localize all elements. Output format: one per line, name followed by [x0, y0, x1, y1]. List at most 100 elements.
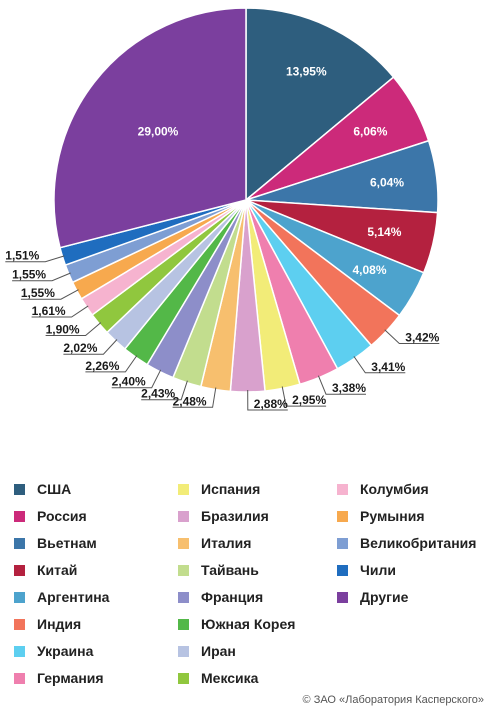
- legend-item-france: Франция: [178, 588, 263, 606]
- leader-line-iran: [63, 339, 118, 355]
- legend-swatch-chile: [337, 564, 348, 576]
- legend-label-brazil: Бразилия: [201, 508, 269, 524]
- legend-swatch-spain: [178, 483, 189, 495]
- legend-label-spain: Испания: [201, 481, 261, 497]
- legend-label-germany: Германия: [37, 670, 104, 686]
- leader-line-romania: [20, 289, 79, 300]
- legend-swatch-ukraine: [14, 645, 25, 657]
- leader-line-south-korea: [85, 355, 138, 373]
- legend-label-china: Китай: [37, 562, 78, 578]
- legend-item-spain: Испания: [178, 480, 260, 498]
- data-label-iran: 2,02%: [63, 341, 97, 355]
- legend-label-chile: Чили: [360, 562, 396, 578]
- legend-label-russia: Россия: [37, 508, 87, 524]
- copyright-notice: © ЗАО «Лаборатория Касперского»: [302, 694, 484, 706]
- leader-line-italy: [172, 387, 217, 408]
- data-label-colombia: 1,61%: [32, 304, 66, 318]
- legend-swatch-usa: [14, 483, 25, 495]
- legend-label-south-korea: Южная Корея: [201, 616, 296, 632]
- legend-item-argentina: Аргентина: [14, 588, 109, 606]
- legend-swatch-mexico: [178, 672, 189, 684]
- leader-line-uk: [12, 272, 71, 282]
- data-label-russia: 6,06%: [353, 124, 387, 138]
- legend-item-brazil: Бразилия: [178, 507, 269, 525]
- leader-line-ukraine: [353, 356, 406, 374]
- data-label-spain: 2,95%: [292, 393, 326, 407]
- legend-item-ukraine: Украина: [14, 642, 93, 660]
- legend-label-france: Франция: [201, 589, 264, 605]
- leader-line-france: [111, 369, 162, 389]
- legend-swatch-china: [14, 564, 25, 576]
- data-label-chile: 1,51%: [5, 249, 39, 263]
- legend: США Россия Вьетнам Китай Аргентина Индия Украи…: [0, 476, 490, 686]
- legend-item-taiwan: Тайвань: [178, 561, 259, 579]
- data-label-china: 5,14%: [367, 225, 401, 239]
- data-label-vietnam: 6,04%: [370, 175, 404, 189]
- legend-label-vietnam: Вьетнам: [37, 535, 97, 551]
- legend-item-south-korea: Южная Корея: [178, 615, 295, 633]
- legend-swatch-vietnam: [14, 537, 25, 549]
- legend-label-argentina: Аргентина: [37, 589, 110, 605]
- legend-label-italy: Италия: [201, 535, 252, 551]
- legend-swatch-others: [337, 591, 348, 603]
- legend-label-uk: Великобритания: [360, 535, 477, 551]
- legend-item-colombia: Колумбия: [337, 480, 429, 498]
- leader-line-brazil: [247, 389, 288, 411]
- legend-swatch-argentina: [14, 591, 25, 603]
- data-label-south-korea: 2,26%: [85, 359, 119, 373]
- data-label-argentina: 4,08%: [352, 263, 386, 277]
- legend-item-usa: США: [14, 480, 71, 498]
- legend-swatch-italy: [178, 537, 189, 549]
- legend-swatch-iran: [178, 645, 189, 657]
- data-label-others: 29,00%: [138, 125, 179, 139]
- data-label-ukraine: 3,41%: [371, 360, 405, 374]
- legend-label-taiwan: Тайвань: [201, 562, 259, 578]
- legend-item-russia: Россия: [14, 507, 87, 525]
- data-label-india: 3,42%: [405, 331, 439, 345]
- legend-item-vietnam: Вьетнам: [14, 534, 97, 552]
- legend-label-india: Индия: [37, 616, 82, 632]
- legend-swatch-brazil: [178, 510, 189, 522]
- legend-swatch-romania: [337, 510, 348, 522]
- legend-label-usa: США: [37, 481, 72, 497]
- legend-item-chile: Чили: [337, 561, 396, 579]
- data-label-usa: 13,95%: [286, 64, 327, 78]
- legend-item-germany: Германия: [14, 669, 104, 687]
- leader-line-mexico: [45, 322, 102, 336]
- pie-slice-usa: [245, 7, 395, 202]
- legend-label-colombia: Колумбия: [360, 481, 429, 497]
- legend-label-iran: Иран: [201, 643, 236, 659]
- legend-swatch-france: [178, 591, 189, 603]
- data-label-italy: 2,48%: [173, 394, 207, 408]
- leader-line-germany: [317, 375, 366, 395]
- legend-swatch-colombia: [337, 483, 348, 495]
- data-label-brazil: 2,88%: [254, 397, 288, 411]
- data-label-france: 2,40%: [112, 375, 146, 389]
- pie-slice-others: [53, 7, 247, 249]
- legend-item-uk: Великобритания: [337, 534, 476, 552]
- leader-line-taiwan: [141, 380, 188, 401]
- legend-item-others: Другие: [337, 588, 408, 606]
- legend-label-others: Другие: [360, 589, 409, 605]
- legend-item-china: Китай: [14, 561, 77, 579]
- legend-swatch-south-korea: [178, 618, 189, 630]
- leader-line-colombia: [31, 305, 89, 318]
- leader-line-spain: [281, 386, 327, 407]
- legend-item-romania: Румыния: [337, 507, 424, 525]
- data-label-mexico: 1,90%: [46, 323, 80, 337]
- legend-label-romania: Румыния: [360, 508, 425, 524]
- leader-line-chile: [5, 255, 65, 263]
- legend-item-italy: Италия: [178, 534, 251, 552]
- data-label-romania: 1,55%: [21, 286, 55, 300]
- legend-swatch-uk: [337, 537, 348, 549]
- legend-swatch-germany: [14, 672, 25, 684]
- legend-label-ukraine: Украина: [37, 643, 94, 659]
- legend-item-iran: Иран: [178, 642, 236, 660]
- data-label-germany: 3,38%: [332, 381, 366, 395]
- legend-swatch-taiwan: [178, 564, 189, 576]
- pie-plot: 13,95% 6,06% 6,04% 5,14% 4,08% 3,42% 3,41% 3,38…: [5, 7, 440, 411]
- legend-label-mexico: Мексика: [201, 670, 259, 686]
- legend-item-mexico: Мексика: [178, 669, 258, 687]
- legend-item-india: Индия: [14, 615, 81, 633]
